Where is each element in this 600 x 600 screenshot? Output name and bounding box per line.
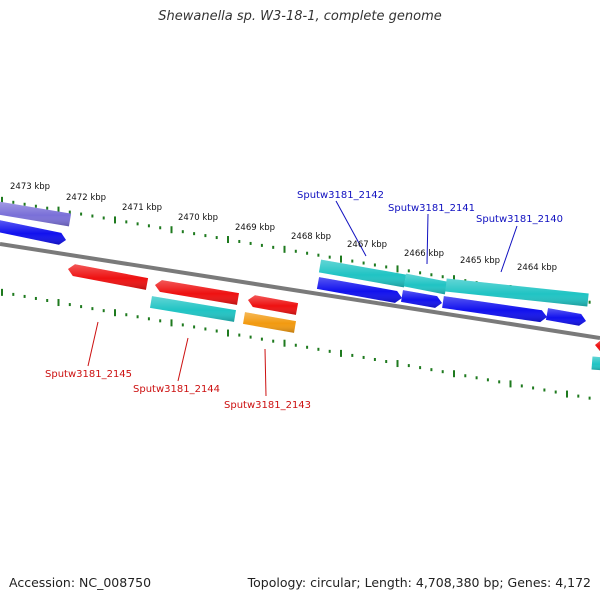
blue-right-cds[interactable] — [545, 308, 586, 326]
tick-label: 2464 kbp — [517, 263, 557, 273]
map-title: Shewanella sp. W3-18-1, complete genome — [158, 9, 442, 24]
red-right-cds-shading — [595, 340, 600, 352]
red-2144-cds-shading — [155, 280, 239, 305]
blue-2141-cds-shading — [401, 290, 442, 308]
cyan-2141-gene-shading — [403, 273, 448, 295]
tick-label: 2472 kbp — [66, 193, 106, 203]
cyan-2141-gene[interactable] — [403, 273, 448, 295]
accession-text: Accession: NC_008750 — [9, 575, 152, 590]
leader-2145 — [87, 321, 99, 367]
red-2145-cds-shading — [68, 264, 149, 290]
blue-left-cds-shading — [0, 220, 66, 245]
tick-label: 2468 kbp — [291, 232, 331, 242]
gene-label-sputw3181-2141: Sputw3181_2141 — [388, 203, 475, 214]
blue-right-cds-shading — [545, 308, 586, 326]
blue-left-cds[interactable] — [0, 220, 66, 245]
tick-label: 2466 kbp — [404, 249, 444, 259]
leader-2140 — [500, 225, 518, 273]
tick-label: 2471 kbp — [122, 203, 162, 213]
gene-features — [0, 201, 600, 371]
orange-2143-gene-shading — [243, 312, 296, 333]
gene-label-sputw3181-2142: Sputw3181_2142 — [297, 190, 384, 201]
orange-2143-gene[interactable] — [243, 312, 296, 333]
cyan-2140-gene[interactable] — [445, 278, 589, 307]
label-leaders — [87, 200, 518, 397]
leader-2141 — [426, 213, 429, 265]
purple-cds-shading — [0, 201, 72, 227]
gene-label-sputw3181-2145: Sputw3181_2145 — [45, 369, 132, 380]
red-2143-cds[interactable] — [248, 295, 299, 315]
red-2145-cds[interactable] — [68, 264, 149, 290]
blue-2141-cds[interactable] — [401, 290, 442, 308]
tick-label: 2470 kbp — [178, 213, 218, 223]
tick-marks — [1, 196, 591, 400]
blue-2140-cds-shading — [442, 296, 547, 323]
cyan-2142-gene-shading — [318, 259, 407, 288]
gene-label-sputw3181-2140: Sputw3181_2140 — [476, 214, 563, 225]
dna-backbone — [0, 242, 600, 340]
tick-label: 2465 kbp — [460, 256, 500, 266]
red-2144-cds[interactable] — [155, 280, 239, 305]
blue-2140-cds[interactable] — [442, 296, 547, 323]
gene-labels: Sputw3181_2142 Sputw3181_2141 Sputw3181_… — [45, 190, 563, 411]
blue-2142-cds[interactable] — [316, 277, 402, 303]
leader-2144 — [177, 337, 189, 382]
blue-2142-cds-shading — [316, 277, 402, 303]
tick-label: 2473 kbp — [10, 182, 50, 192]
cyan-2140-gene-shading — [445, 278, 589, 307]
cyan-right-gene[interactable] — [591, 356, 600, 371]
cyan-right-gene-shading — [591, 356, 600, 371]
topology-text: Topology: circular; Length: 4,708,380 bp… — [247, 575, 591, 590]
leader-2143 — [264, 348, 267, 397]
gene-label-sputw3181-2143: Sputw3181_2143 — [224, 400, 311, 411]
cyan-2144-gene[interactable] — [150, 296, 236, 322]
purple-cds[interactable] — [0, 201, 72, 227]
cyan-2142-gene[interactable] — [318, 259, 407, 288]
red-2143-cds-shading — [248, 295, 299, 315]
cyan-2144-gene-shading — [150, 296, 236, 322]
tick-label: 2469 kbp — [235, 223, 275, 233]
tick-labels: 2473 kbp 2472 kbp 2471 kbp 2470 kbp 2469… — [10, 182, 557, 273]
red-right-cds[interactable] — [595, 340, 600, 352]
leader-2142 — [335, 200, 367, 257]
gene-label-sputw3181-2144: Sputw3181_2144 — [133, 384, 220, 395]
tick-label: 2467 kbp — [347, 240, 387, 250]
